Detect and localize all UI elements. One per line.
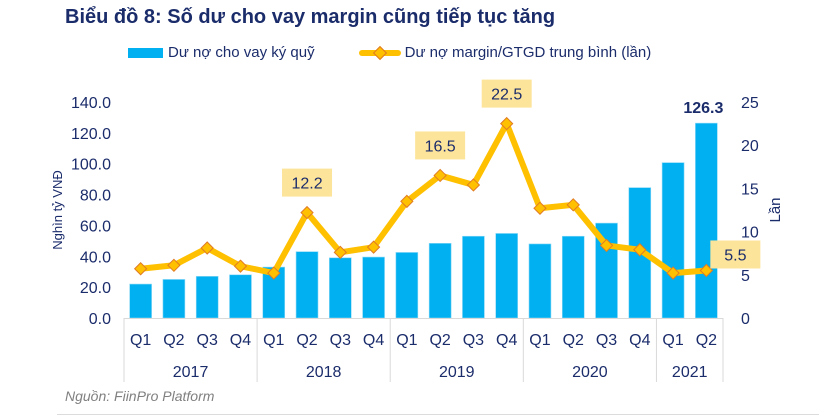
line-marker bbox=[200, 241, 214, 255]
bar bbox=[661, 162, 685, 319]
bar bbox=[195, 276, 219, 319]
line-marker bbox=[333, 245, 348, 260]
x-tick-label: Q4 bbox=[230, 332, 251, 349]
bar bbox=[129, 283, 152, 319]
bar bbox=[295, 251, 319, 319]
x-tick-label: Q3 bbox=[596, 332, 617, 349]
x-tick-label: Q1 bbox=[263, 332, 284, 349]
y2-tick-label: 15 bbox=[741, 181, 759, 198]
bar bbox=[495, 233, 518, 319]
x-tick-label: Q3 bbox=[330, 332, 351, 349]
x-tick-label: Q1 bbox=[529, 332, 550, 349]
y-axis-title: Nghìn tỷ VNĐ bbox=[50, 170, 65, 249]
line-data-label-box bbox=[282, 168, 333, 197]
bar bbox=[462, 235, 485, 319]
y-tick-label: 100.0 bbox=[71, 157, 111, 174]
x-tick-label: Q1 bbox=[396, 332, 417, 349]
line-marker bbox=[466, 178, 481, 192]
line-marker bbox=[167, 258, 181, 273]
line-data-label: 5.5 bbox=[724, 247, 746, 264]
y-tick-label: 0.0 bbox=[89, 311, 111, 328]
line-marker bbox=[267, 266, 281, 280]
y-tick-label: 120.0 bbox=[71, 126, 111, 143]
line-marker bbox=[133, 262, 148, 276]
y2-tick-label: 20 bbox=[741, 138, 759, 155]
line-marker bbox=[366, 240, 381, 254]
legend: Dư nợ cho vay ký quỹ Dư nợ margin/GTGD t… bbox=[128, 44, 651, 61]
source-note: Nguồn: FiinPro Platform bbox=[65, 388, 215, 404]
line-data-label: 12.2 bbox=[291, 176, 322, 193]
x-group-label: 2018 bbox=[306, 364, 342, 381]
y-tick-label: 140.0 bbox=[71, 95, 111, 112]
line-data-label-box bbox=[415, 131, 466, 160]
y-tick-label: 40.0 bbox=[80, 249, 111, 266]
x-group-label: 2019 bbox=[439, 364, 475, 381]
line-marker bbox=[566, 198, 580, 212]
x-tick-label: Q4 bbox=[496, 332, 517, 349]
line-marker bbox=[233, 259, 248, 273]
x-tick-label: Q1 bbox=[130, 332, 151, 349]
x-tick-label: Q3 bbox=[197, 332, 218, 349]
y-tick-label: 60.0 bbox=[80, 218, 111, 235]
line-data-label-box bbox=[481, 79, 532, 108]
x-tick-label: Q2 bbox=[163, 332, 184, 349]
x-group-label: 2021 bbox=[672, 364, 708, 381]
x-tick-label: Q3 bbox=[463, 332, 484, 349]
x-tick-label: Q4 bbox=[629, 332, 650, 349]
x-group-label: 2017 bbox=[173, 364, 209, 381]
x-tick-label: Q2 bbox=[563, 332, 584, 349]
bar bbox=[561, 235, 585, 319]
y-tick-label: 20.0 bbox=[80, 280, 111, 297]
line-marker bbox=[533, 201, 547, 215]
y2-axis-title: Lần bbox=[767, 197, 784, 222]
bar bbox=[362, 256, 385, 319]
line-marker bbox=[400, 194, 414, 209]
x-tick-label: Q2 bbox=[696, 332, 717, 349]
chart-title: Biểu đồ 8: Số dư cho vay margin cũng tiế… bbox=[65, 6, 556, 28]
x-tick-label: Q1 bbox=[662, 332, 683, 349]
x-tick-label: Q2 bbox=[429, 332, 450, 349]
line-marker bbox=[699, 263, 714, 278]
bar bbox=[695, 122, 718, 319]
line-marker bbox=[499, 116, 514, 131]
x-group-label: 2020 bbox=[572, 364, 608, 381]
bar bbox=[428, 243, 452, 319]
y2-tick-label: 25 bbox=[741, 95, 759, 112]
legend-line-label: Dư nợ margin/GTGD trung bình (lần) bbox=[404, 44, 652, 61]
line-data-label: 16.5 bbox=[425, 138, 456, 155]
line-marker bbox=[300, 205, 314, 220]
line-marker bbox=[433, 168, 447, 183]
legend-bar-swatch bbox=[128, 47, 163, 58]
bar-data-label: 126.3 bbox=[683, 100, 723, 117]
line-data-label-box bbox=[710, 240, 761, 269]
x-tick-label: Q4 bbox=[363, 332, 384, 349]
y2-tick-label: 0 bbox=[741, 311, 750, 328]
line-data-label: 22.5 bbox=[491, 87, 522, 104]
bar bbox=[162, 279, 186, 319]
x-tick-label: Q2 bbox=[296, 332, 317, 349]
y2-tick-label: 10 bbox=[741, 225, 759, 242]
line-marker bbox=[666, 266, 680, 280]
bar bbox=[329, 257, 352, 319]
legend-line-swatch bbox=[358, 45, 401, 60]
bar bbox=[528, 243, 552, 319]
y2-tick-label: 5 bbox=[741, 268, 750, 285]
legend-bar-label: Dư nợ cho vay ký quỹ bbox=[168, 44, 315, 61]
bar bbox=[395, 252, 419, 319]
y-tick-label: 80.0 bbox=[80, 188, 111, 205]
bar bbox=[229, 274, 252, 319]
line-marker bbox=[633, 243, 647, 257]
line-marker bbox=[599, 238, 614, 253]
